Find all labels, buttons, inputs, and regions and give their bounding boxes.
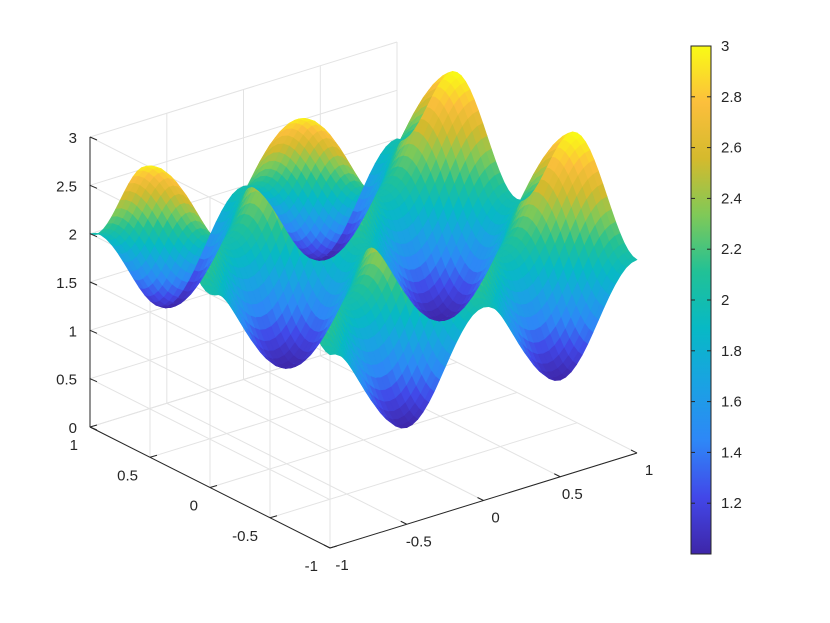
colorbar-tick-label: 1.2: [721, 495, 742, 512]
z-tick-mark: [89, 281, 98, 286]
x-tick-label: -0.5: [406, 533, 432, 550]
x-tick-mark: [400, 520, 407, 525]
xy-axis-line: [89, 426, 638, 549]
z-tick-mark: [89, 329, 98, 334]
axes-front-lines: [89, 136, 638, 549]
x-tick-label: 0.5: [562, 486, 583, 503]
y-tick-mark: [209, 485, 218, 488]
y-tick-mark: [269, 515, 278, 519]
colorbar-tick-label: 3: [721, 38, 729, 55]
z-tick-label: 0: [69, 420, 77, 437]
y-tick-label: 0.5: [117, 467, 138, 484]
y-tick-mark: [89, 424, 98, 428]
z-tick-mark: [89, 378, 98, 383]
colorbar-tick-label: 2.2: [721, 241, 742, 258]
z-tick-mark: [89, 184, 98, 189]
z-tick-label: 1.5: [56, 275, 77, 292]
colorbar-tick-label: 2.6: [721, 140, 742, 157]
z-tick-mark: [89, 136, 98, 141]
y-tick-mark: [149, 454, 158, 458]
colorbar-tick-label: 1.4: [721, 444, 742, 461]
z-tick-mark: [89, 233, 98, 238]
colorbar-tick-label: 2: [721, 292, 729, 309]
colorbar-tick-label: 2.4: [721, 190, 742, 207]
colorbar-tick-label: 1.6: [721, 394, 742, 411]
floor-grid-line: [209, 392, 518, 488]
x-tick-mark: [554, 473, 561, 478]
z-tick-label: 3: [69, 130, 77, 147]
colorbar-tick-label: 2.8: [721, 89, 742, 106]
z-tick-label: 0.5: [56, 372, 77, 389]
y-tick-label: 1: [70, 437, 78, 454]
z-tick-label: 1: [69, 323, 77, 340]
colorbar: 1.2 1.4 1.6 1.8 2 2.2 2.4 2.6 2.8 3: [690, 38, 742, 555]
surface-mesh: [89, 70, 638, 429]
x-tick-label: 1: [645, 462, 653, 479]
colorbar-tick-label: 1.8: [721, 343, 742, 360]
y-tick-label: 0: [190, 498, 198, 515]
x-tick-label: 0: [491, 510, 499, 527]
x-tick-mark: [630, 449, 638, 454]
z-tick-label: 2.5: [56, 178, 77, 195]
x-tick-label: -1: [335, 557, 348, 574]
y-tick-label: -0.5: [232, 528, 258, 545]
z-tick-label: 2: [69, 227, 77, 244]
x-tick-mark: [323, 544, 331, 549]
y-tick-mark: [329, 545, 338, 549]
z-tick-mark: [89, 426, 98, 431]
y-tick-label: -1: [305, 558, 318, 575]
x-tick-mark: [477, 497, 484, 501]
